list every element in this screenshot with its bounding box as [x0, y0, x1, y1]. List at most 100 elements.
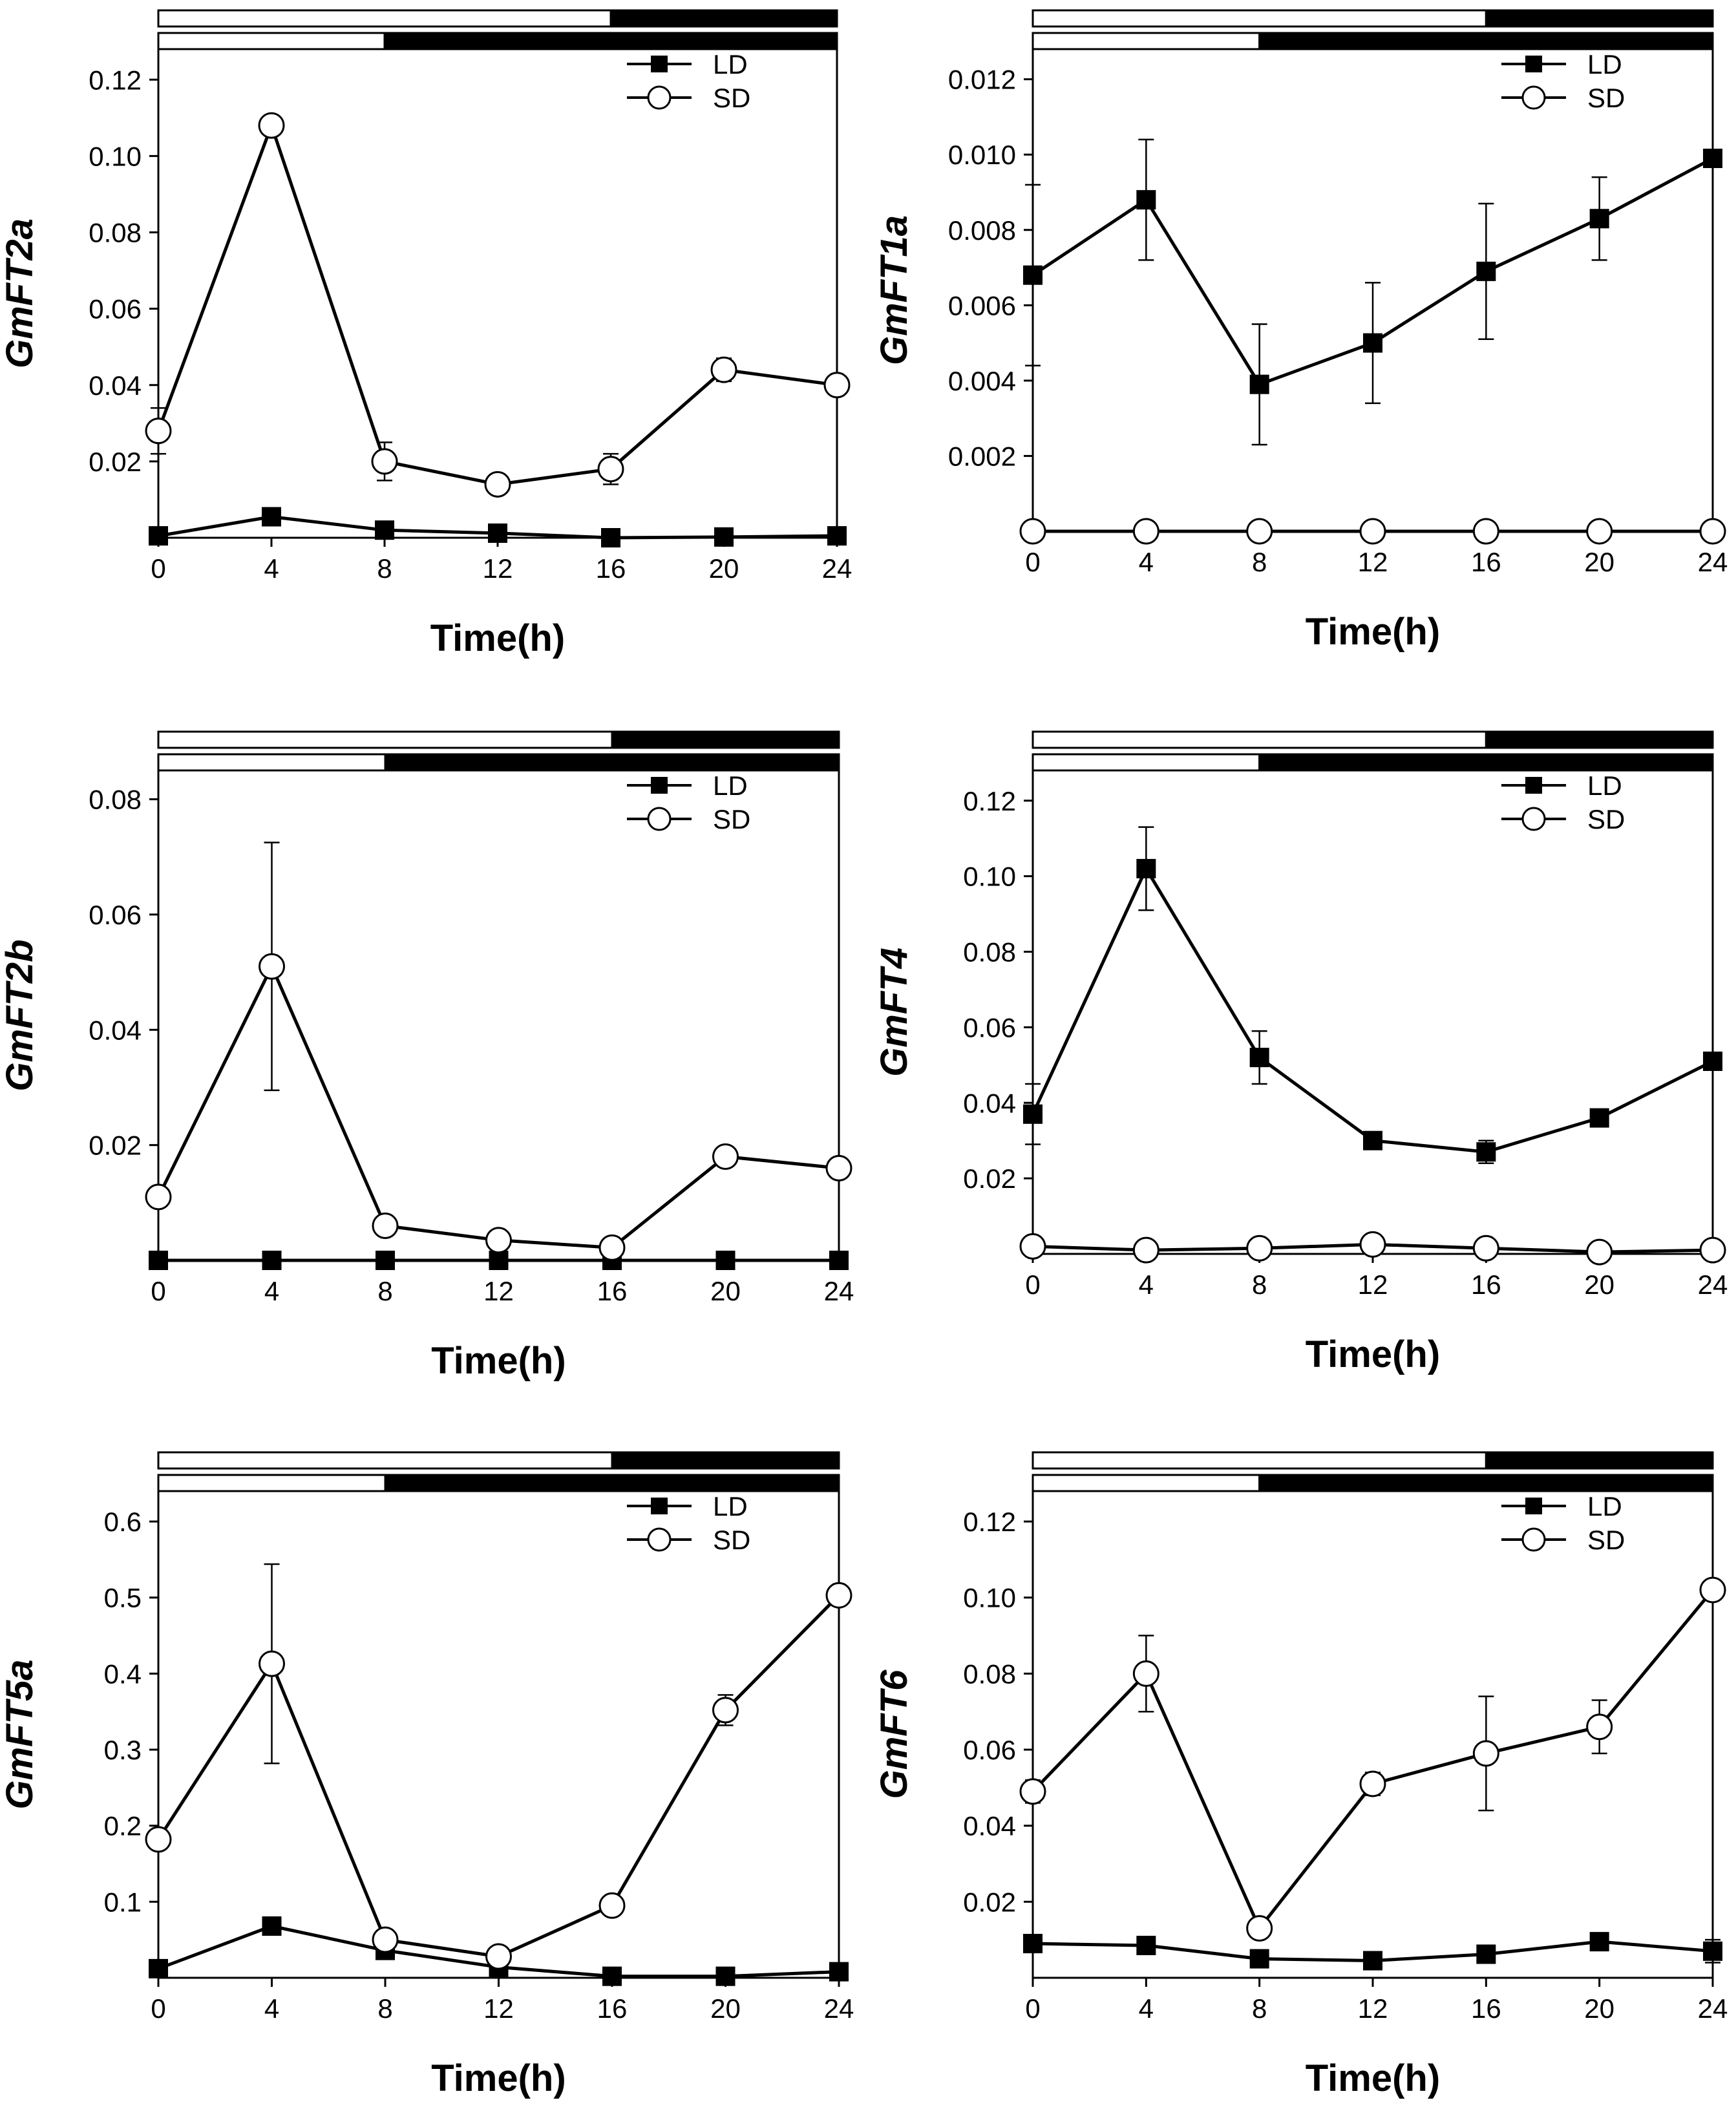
legend-label: SD	[713, 804, 750, 834]
ld-point	[149, 1958, 168, 1978]
ld-point	[375, 520, 394, 540]
ld-point	[1589, 209, 1609, 229]
ld-point	[1703, 1051, 1722, 1071]
y-tick-label: 0.012	[948, 65, 1016, 95]
ld-point	[1363, 1130, 1382, 1150]
x-tick-label: 12	[483, 1276, 514, 1306]
ld-point	[1249, 374, 1269, 394]
x-tick-label: 8	[377, 553, 392, 584]
y-tick-label: 0.04	[89, 1015, 142, 1045]
ld-point	[149, 526, 168, 546]
x-tick-label: 0	[1025, 1269, 1040, 1300]
y-tick-label: 0.08	[89, 785, 142, 815]
x-tick-label: 20	[1584, 1993, 1614, 2024]
sd-point	[1019, 518, 1046, 545]
legend-label: SD	[1587, 804, 1625, 834]
sd-point	[1359, 518, 1386, 545]
y-axis-title: GmFT5a	[0, 1659, 41, 1809]
y-tick-label: 0.02	[89, 1130, 142, 1161]
y-tick-label: 0.02	[963, 1887, 1016, 1917]
x-axis-title: Time(h)	[431, 2057, 566, 2099]
legend-label: SD	[713, 83, 750, 113]
ld-point	[1363, 1951, 1382, 1971]
y-tick-label: 0.02	[89, 447, 142, 477]
y-tick-label: 0.04	[963, 1811, 1016, 1841]
y-tick-label: 0.08	[963, 1659, 1016, 1689]
legend-label: LD	[1587, 49, 1622, 79]
ld-point	[829, 1251, 849, 1270]
x-tick-label: 4	[1139, 1993, 1154, 2024]
ld-point	[1023, 1104, 1043, 1124]
y-tick-label: 0.08	[963, 937, 1016, 968]
sd-series-line	[1032, 1589, 1714, 1932]
sd-point	[598, 1234, 626, 1261]
x-tick-label: 8	[1252, 1993, 1267, 2024]
sd-point	[1132, 1660, 1159, 1687]
chart-panel-GmFT2b: 0.02 0.04 0.06 0.08 0 4 8 12 16 20 24 Time(h) GmFT2b…	[0, 730, 854, 1382]
x-axis-title: Time(h)	[430, 617, 565, 659]
sd-point	[1586, 1238, 1613, 1266]
legend-ld-marker	[651, 777, 668, 794]
x-tick-label: 16	[596, 553, 626, 584]
legend-label: LD	[713, 1491, 748, 1521]
y-tick-label: 0.4	[104, 1659, 142, 1689]
x-tick-label: 4	[264, 1993, 279, 2024]
ld-point	[1589, 1932, 1609, 1952]
legend-label: SD	[713, 1525, 750, 1555]
sd-point	[1132, 518, 1159, 545]
ld-point	[602, 1966, 622, 1986]
ld-point	[829, 1962, 849, 1982]
ld-dark-period-bar	[611, 1451, 840, 1470]
x-tick-label: 20	[710, 1276, 741, 1306]
legend-label: LD	[713, 770, 748, 801]
sd-point	[1132, 1236, 1159, 1264]
x-tick-label: 24	[1698, 1993, 1728, 2024]
legend-label: LD	[1587, 770, 1622, 801]
sd-point	[1019, 1233, 1046, 1260]
sd-point	[1472, 1235, 1499, 1262]
ld-point	[714, 527, 734, 547]
sd-dark-period-bar	[384, 1474, 840, 1492]
sd-point	[1699, 518, 1726, 545]
ld-light-period-bar	[1032, 9, 1487, 28]
y-axis-title: GmFT2a	[0, 218, 41, 368]
sd-point	[1246, 1235, 1273, 1262]
sd-point	[1472, 518, 1499, 545]
x-axis-title: Time(h)	[431, 1340, 566, 1382]
y-axis-title: GmFT2b	[0, 939, 41, 1091]
x-axis-title: Time(h)	[1306, 2057, 1440, 2099]
legend-sd-marker	[647, 1527, 672, 1552]
legend-label: SD	[1587, 83, 1625, 113]
ld-point	[1476, 261, 1496, 281]
sd-dark-period-bar	[1258, 32, 1714, 50]
sd-series-line	[156, 1594, 840, 1958]
ld-point	[1136, 190, 1156, 210]
y-tick-label: 0.1	[104, 1887, 142, 1917]
legend-sd-marker	[1521, 1527, 1546, 1552]
sd-point	[1586, 1713, 1613, 1741]
x-tick-label: 16	[1471, 1269, 1501, 1300]
y-tick-label: 0.10	[963, 862, 1016, 892]
y-tick-label: 0.008	[948, 215, 1016, 246]
legend: LD SD	[627, 1491, 750, 1555]
x-tick-label: 8	[1252, 1269, 1267, 1300]
sd-series-line	[156, 120, 838, 486]
x-tick-label: 8	[377, 1276, 392, 1306]
sd-point	[1019, 1778, 1046, 1805]
ld-light-period-bar	[1032, 730, 1487, 749]
x-tick-label: 16	[1471, 1993, 1501, 2024]
ld-point	[1023, 265, 1043, 285]
sd-point	[485, 1227, 512, 1254]
x-tick-label: 12	[1358, 1269, 1388, 1300]
sd-point	[825, 1154, 852, 1182]
ld-point	[1703, 149, 1722, 169]
ld-point	[1476, 1142, 1496, 1162]
sd-point	[825, 1582, 852, 1609]
x-axis-title: Time(h)	[1306, 1333, 1440, 1375]
y-tick-label: 0.12	[963, 786, 1016, 816]
sd-point	[259, 953, 285, 980]
sd-point	[1359, 1770, 1386, 1797]
x-tick-label: 16	[597, 1993, 628, 2024]
y-tick-label: 0.6	[104, 1507, 142, 1537]
